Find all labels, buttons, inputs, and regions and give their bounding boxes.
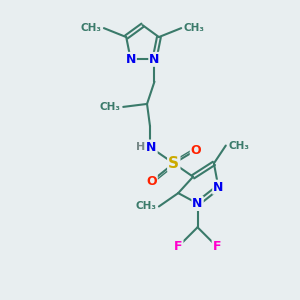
Text: O: O [146, 175, 157, 188]
Text: O: O [191, 143, 201, 157]
Text: CH₃: CH₃ [228, 140, 249, 151]
Text: CH₃: CH₃ [100, 102, 121, 112]
Text: N: N [125, 53, 136, 66]
Text: N: N [149, 53, 160, 66]
Text: CH₃: CH₃ [81, 23, 102, 33]
Text: N: N [192, 197, 203, 210]
Text: S: S [168, 156, 179, 171]
Text: F: F [174, 240, 182, 253]
Text: F: F [213, 240, 221, 253]
Text: CH₃: CH₃ [136, 202, 157, 212]
Text: N: N [146, 140, 157, 154]
Text: H: H [136, 142, 145, 152]
Text: N: N [213, 181, 224, 194]
Text: CH₃: CH₃ [184, 23, 205, 33]
